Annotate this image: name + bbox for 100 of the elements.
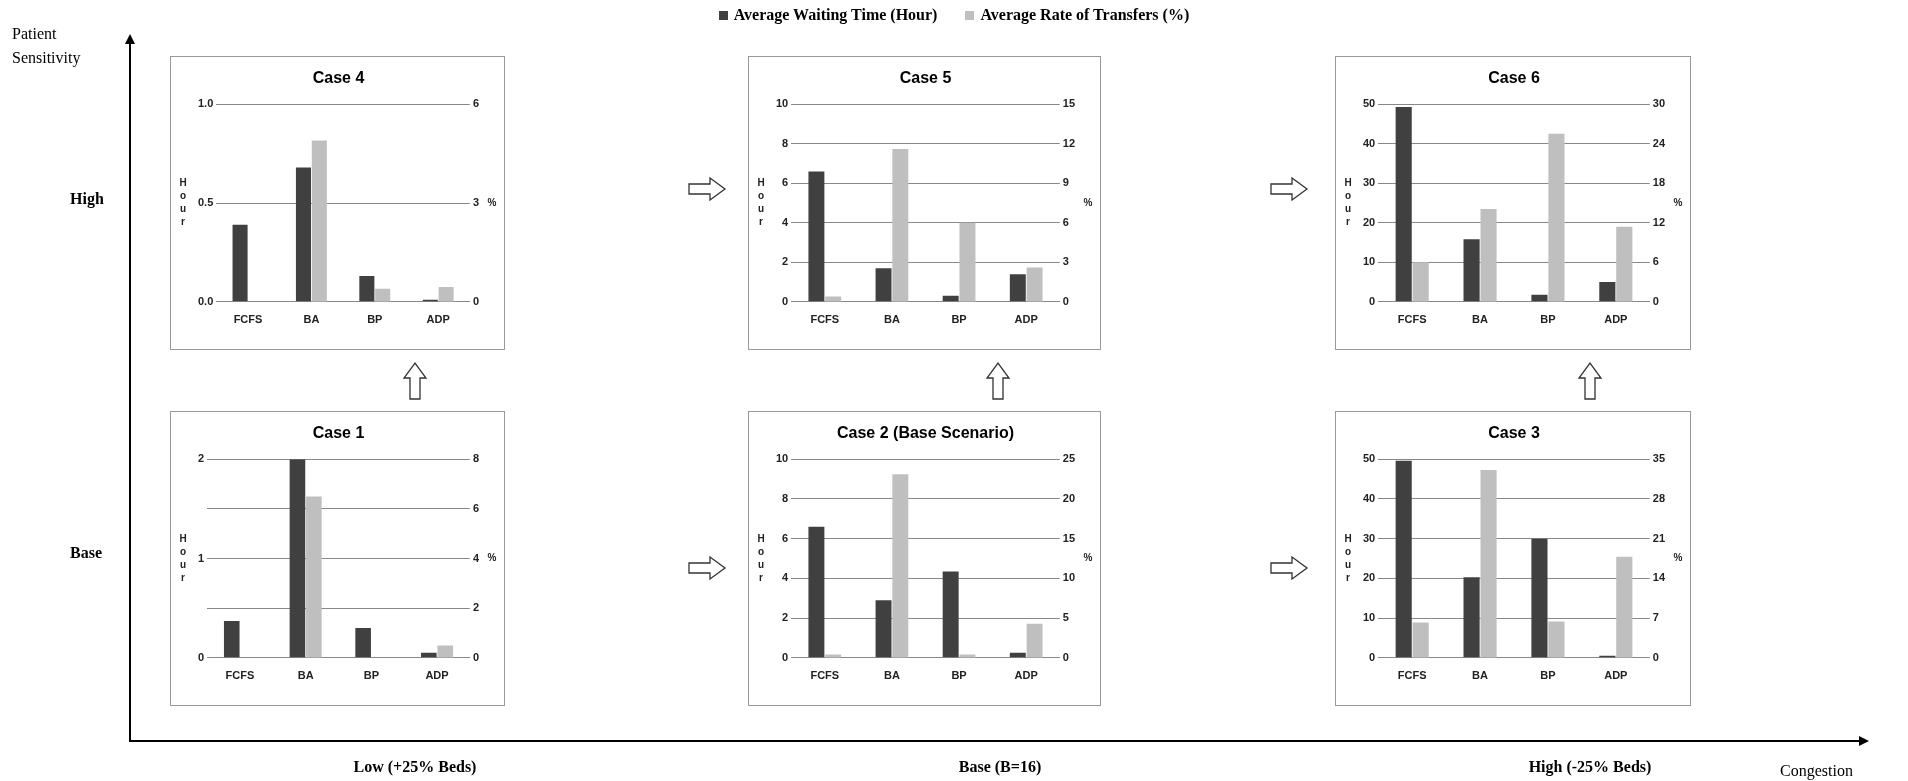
y-tick-label: 20: [1362, 215, 1376, 228]
y-axis-title: Hour: [757, 177, 765, 228]
bar: [1009, 652, 1026, 658]
y2-tick-label: 30: [1652, 97, 1666, 110]
x-tick-label: ADP: [426, 313, 450, 326]
bar: [223, 621, 240, 658]
y-tick-label: 0.0: [197, 294, 214, 307]
text: Congestion: [1780, 762, 1853, 780]
bar: [1412, 262, 1429, 302]
y2-tick-label: 6: [1652, 255, 1659, 268]
bar: [1531, 294, 1548, 302]
x-tick-label: BA: [1472, 669, 1489, 682]
x-tick-label: ADP: [1604, 669, 1628, 682]
chart-title: Case 5: [899, 69, 952, 87]
y-tick-label: 8: [782, 136, 789, 149]
bar: [1548, 133, 1565, 302]
y2-tick-label: 6: [472, 97, 480, 110]
bar: [232, 224, 248, 302]
bar: [808, 171, 825, 302]
x-tick-label: BP: [1540, 669, 1556, 682]
y2-tick-label: 28: [1652, 491, 1666, 504]
y-tick-label: 40: [1362, 136, 1376, 149]
text: Base: [70, 544, 102, 562]
y2-tick-label: 24: [1652, 136, 1666, 149]
y-tick-label: 0: [197, 650, 205, 663]
y2-tick-label: 8: [472, 452, 480, 465]
y2-axis-title: %: [487, 552, 497, 564]
bar: [959, 222, 976, 302]
x-tick-label: BP: [363, 669, 379, 682]
y-tick-label: 1: [197, 551, 205, 564]
y-tick-label: 40: [1362, 491, 1376, 504]
y2-tick-label: 0: [1062, 294, 1069, 307]
bar: [892, 148, 909, 302]
x-tick-label: BA: [297, 669, 314, 682]
y-axis-title: Hour: [179, 532, 187, 583]
y-tick-label: 2: [197, 452, 205, 465]
y-axis-title: Hour: [179, 177, 187, 228]
y-tick-label: 0.5: [197, 196, 214, 209]
legend-label: Average Rate of Transfers (%): [979, 6, 1190, 24]
bar: [1480, 469, 1497, 658]
bar: [1599, 282, 1616, 302]
x-tick-label: FCFS: [810, 669, 840, 682]
text: Patient Sensitivity: [12, 24, 82, 69]
y2-tick-label: 14: [1652, 571, 1666, 584]
bar: [808, 526, 825, 658]
y2-tick-label: 3: [1062, 255, 1069, 268]
y-tick-label: 4: [782, 571, 790, 584]
x-tick-label: FCFS: [810, 313, 840, 326]
x-tick-label: FCFS: [1397, 669, 1427, 682]
y2-tick-label: 6: [472, 501, 480, 514]
x-tick-label: BA: [1472, 313, 1489, 326]
bar: [1616, 226, 1633, 302]
y2-tick-label: 0: [472, 650, 480, 663]
y2-tick-label: 10: [1062, 571, 1076, 584]
bar: [1616, 556, 1633, 658]
x-tick-label: FCFS: [1397, 313, 1427, 326]
y2-tick-label: 18: [1652, 176, 1666, 189]
y-tick-label: 4: [782, 215, 790, 228]
y2-axis-title: %: [1083, 552, 1093, 564]
y2-tick-label: 25: [1062, 452, 1076, 465]
y-tick-label: 2: [782, 611, 789, 624]
y-tick-label: 20: [1362, 571, 1376, 584]
y2-axis-title: %: [1083, 196, 1093, 208]
y2-tick-label: 6: [1062, 215, 1069, 228]
text: Base (B=16): [958, 758, 1042, 776]
text: Low (+25% Beds): [353, 758, 477, 776]
bar: [438, 286, 454, 302]
y-tick-label: 50: [1362, 452, 1376, 465]
x-tick-label: FCFS: [225, 669, 255, 682]
y2-tick-label: 12: [1062, 136, 1076, 149]
y2-tick-label: 12: [1652, 215, 1666, 228]
y-tick-label: 0: [782, 650, 789, 663]
y-tick-label: 0: [1369, 650, 1376, 663]
x-tick-label: ADP: [1014, 669, 1038, 682]
y2-tick-label: 0: [472, 294, 480, 307]
chart-title: Case 3: [1488, 424, 1540, 442]
y-tick-label: 1.0: [197, 97, 214, 110]
y2-tick-label: 2: [472, 601, 480, 614]
bar: [1548, 621, 1565, 658]
y2-tick-label: 0: [1652, 294, 1659, 307]
bar: [355, 628, 371, 658]
y-tick-label: 10: [775, 97, 789, 110]
text: High (-25% Beds): [1528, 758, 1652, 776]
y2-tick-label: 0: [1652, 650, 1659, 663]
bar: [942, 295, 959, 302]
y-axis-title: Hour: [1344, 532, 1352, 583]
chart-title: Case 6: [1488, 69, 1540, 87]
y2-tick-label: 4: [472, 551, 480, 564]
x-tick-label: BP: [1540, 313, 1556, 326]
y-tick-label: 10: [1362, 611, 1376, 624]
y2-tick-label: 5: [1062, 611, 1069, 624]
y2-tick-label: 0: [1062, 650, 1069, 663]
bar: [942, 571, 959, 658]
y-tick-label: 10: [1362, 255, 1376, 268]
y2-tick-label: 9: [1062, 176, 1069, 189]
y-tick-label: 30: [1362, 531, 1376, 544]
y-tick-label: 30: [1362, 176, 1376, 189]
x-tick-label: BA: [883, 313, 900, 326]
bar: [1026, 623, 1043, 658]
y-tick-label: 6: [782, 176, 789, 189]
